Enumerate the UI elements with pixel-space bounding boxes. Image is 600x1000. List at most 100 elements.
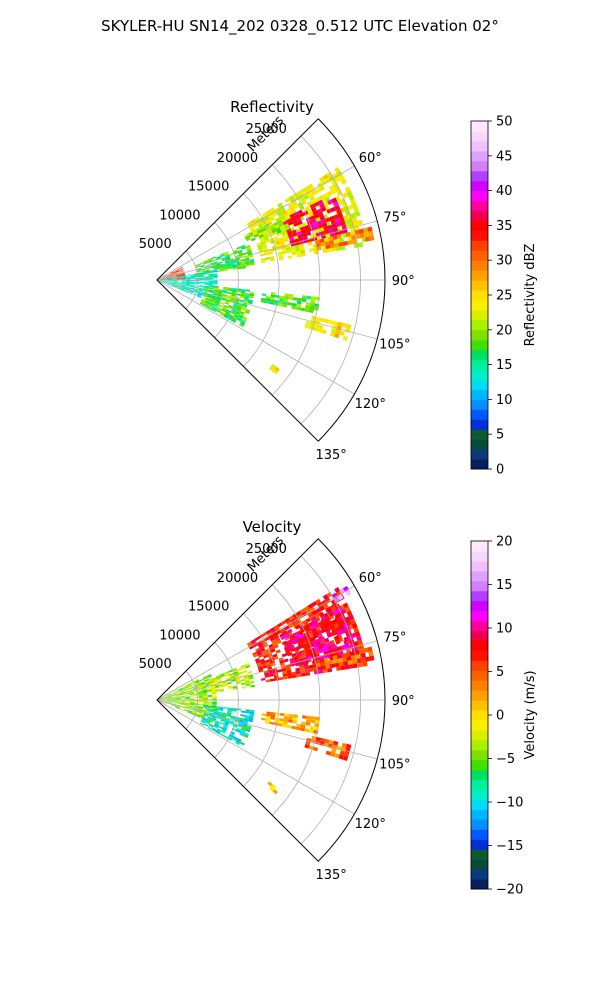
colorbar-segment: [471, 349, 488, 361]
colorbar-segment: [471, 150, 488, 162]
colorbar-segment: [471, 541, 488, 552]
sector-outline: [156, 118, 386, 442]
colorbar-label: Velocity (m/s): [523, 670, 538, 759]
colorbar-segment: [471, 200, 488, 211]
colorbar-segment: [471, 719, 488, 731]
colorbar-segment: [471, 389, 488, 400]
panel-title: Reflectivity: [230, 98, 314, 116]
colorbar-segment: [471, 240, 488, 251]
radial-tick-label: 15000: [188, 600, 229, 615]
colorbar-segment: [471, 829, 488, 840]
colorbar-segment: [471, 779, 488, 791]
echo-region: [268, 363, 280, 375]
colorbar-segment: [471, 640, 488, 651]
colorbar-segment: [471, 379, 488, 390]
theta-tick-label: 135°: [315, 868, 346, 883]
radial-tick-label: 20000: [217, 151, 258, 166]
colorbar-segment: [471, 849, 488, 860]
colorbar-segment: [471, 700, 488, 711]
colorbar-segment: [471, 319, 488, 331]
colorbar-tick-label: 5: [496, 428, 504, 443]
echo-field: [158, 166, 375, 375]
colorbar-segment: [471, 680, 488, 691]
colorbar-segment: [471, 270, 488, 281]
theta-tick-label: 120°: [355, 817, 386, 832]
colorbar-tick-label: 15: [496, 578, 513, 593]
colorbar-segment: [471, 339, 488, 351]
colorbar-segment: [471, 749, 488, 761]
azimuth-line: [156, 585, 355, 701]
colorbar-segment: [471, 839, 488, 850]
theta-ticks: 60° 75° 90° 105° 120° 135°: [315, 151, 414, 463]
colorbar-segment: [471, 449, 488, 460]
theta-tick-label: 105°: [379, 758, 410, 773]
colorbar: 0 5 10 15 20 25 30 35 40 45 50 Reflectivity dBZ: [470, 115, 538, 478]
colorbar-tick-label: −10: [496, 796, 523, 811]
echo-region: [331, 585, 352, 603]
colorbar-segment: [471, 590, 488, 602]
colorbar-segment: [471, 650, 488, 661]
colorbar-segment: [471, 399, 488, 410]
colorbar-tick-label: 15: [496, 358, 513, 373]
panel-title: Velocity: [243, 518, 302, 536]
colorbar-segment: [471, 130, 488, 142]
colorbar-tick-label: 20: [496, 323, 513, 338]
colorbar-segment: [471, 710, 488, 721]
colorbar-tick-label: 40: [496, 184, 513, 199]
azimuth-line: [156, 699, 378, 760]
colorbar-segment: [471, 739, 488, 751]
theta-tick-label: 60°: [359, 151, 382, 166]
colorbar-segment: [471, 280, 488, 291]
radial-tick-label: 10000: [159, 628, 200, 643]
colorbar-segment: [471, 250, 488, 261]
colorbar-segment: [471, 620, 488, 631]
azimuth-line: [156, 220, 378, 281]
colorbar-segment: [471, 809, 488, 820]
colorbar-segment: [471, 879, 488, 890]
radial-ticks: 5000 10000 15000 20000 25000: [139, 542, 287, 672]
colorbar: −20 −15 −10 −5 0 5 10 15 20 Velocity (m/s): [470, 535, 538, 898]
echo-region: [260, 711, 321, 735]
azimuth-line: [156, 699, 355, 815]
echo-region: [244, 215, 291, 242]
colorbar-segment: [471, 260, 488, 271]
echo-field: [158, 585, 375, 795]
radial-tick-label: 25000: [246, 122, 287, 137]
polar-grid: [156, 555, 385, 845]
azimuth-line: [156, 279, 355, 395]
colorbar-segment: [471, 329, 488, 341]
theta-tick-label: 90°: [392, 274, 415, 289]
azimuth-line: [156, 279, 378, 340]
colorbar-segment: [471, 170, 488, 182]
colorbar-segment: [471, 759, 488, 771]
theta-tick-label: 105°: [379, 338, 410, 353]
colorbar-tick-label: 5: [496, 665, 504, 680]
radial-tick-label: 25000: [246, 542, 287, 557]
radial-tick-label: 20000: [217, 571, 258, 586]
colorbar-segment: [471, 309, 488, 321]
azimuth-line: [156, 640, 378, 701]
colorbar-tick-label: 30: [496, 254, 513, 269]
colorbar-segment: [471, 580, 488, 592]
radial-tick-label: 5000: [139, 237, 172, 252]
colorbar-tick-label: 45: [496, 149, 513, 164]
colorbar-segment: [471, 660, 488, 671]
theta-tick-label: 135°: [315, 448, 346, 463]
colorbar-segment: [471, 439, 488, 450]
theta-ticks: 60° 75° 90° 105° 120° 135°: [315, 571, 414, 883]
azimuth-line: [156, 165, 355, 281]
echo-region: [279, 603, 357, 667]
colorbar-segment: [471, 180, 488, 192]
echo-region: [315, 226, 375, 251]
colorbar-segment: [471, 729, 488, 741]
colorbar-segment: [471, 409, 488, 420]
colorbar-segment: [471, 600, 488, 612]
radial-tick-label: 15000: [188, 180, 229, 195]
colorbar-tick-label: 10: [496, 622, 513, 637]
colorbar-tick-label: −5: [496, 752, 515, 767]
colorbar-segment: [471, 560, 488, 572]
colorbar-segment: [471, 789, 488, 801]
colorbar-tick-label: −20: [496, 883, 523, 898]
colorbar-segment: [471, 230, 488, 241]
